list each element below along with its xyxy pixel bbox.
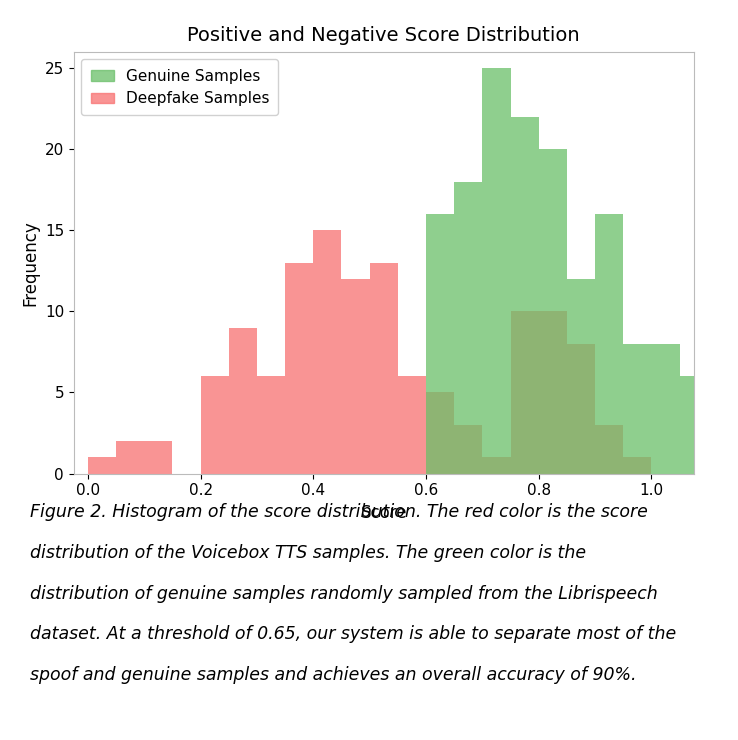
- Bar: [567, 344, 595, 474]
- Bar: [511, 117, 539, 474]
- Bar: [539, 312, 567, 474]
- Bar: [511, 312, 539, 474]
- Bar: [454, 181, 483, 474]
- Bar: [229, 328, 257, 474]
- Bar: [398, 376, 426, 474]
- Y-axis label: Frequency: Frequency: [21, 220, 39, 306]
- Bar: [539, 149, 567, 474]
- Legend: Genuine Samples, Deepfake Samples: Genuine Samples, Deepfake Samples: [81, 59, 278, 115]
- Text: spoof and genuine samples and achieves an overall accuracy of 90%.: spoof and genuine samples and achieves a…: [30, 666, 636, 684]
- Bar: [144, 441, 173, 474]
- Bar: [314, 230, 342, 474]
- Bar: [116, 441, 144, 474]
- Bar: [426, 214, 454, 474]
- Bar: [624, 344, 652, 474]
- Bar: [595, 214, 624, 474]
- Bar: [483, 457, 511, 474]
- Text: distribution of genuine samples randomly sampled from the Librispeech: distribution of genuine samples randomly…: [30, 585, 658, 602]
- Bar: [708, 328, 736, 474]
- Bar: [257, 376, 285, 474]
- Bar: [454, 425, 483, 474]
- Bar: [370, 263, 398, 474]
- X-axis label: Score: Score: [360, 504, 407, 522]
- Bar: [567, 279, 595, 474]
- Bar: [652, 344, 680, 474]
- Bar: [426, 392, 454, 474]
- Bar: [201, 376, 229, 474]
- Text: distribution of the Voicebox TTS samples. The green color is the: distribution of the Voicebox TTS samples…: [30, 544, 586, 562]
- Bar: [624, 457, 652, 474]
- Bar: [285, 263, 314, 474]
- Bar: [342, 279, 370, 474]
- Title: Positive and Negative Score Distribution: Positive and Negative Score Distribution: [187, 26, 580, 44]
- Bar: [680, 376, 708, 474]
- Bar: [483, 68, 511, 474]
- Bar: [88, 457, 116, 474]
- Bar: [595, 425, 624, 474]
- Text: Figure 2. Histogram of the score distribution. The red color is the score: Figure 2. Histogram of the score distrib…: [30, 503, 647, 521]
- Text: dataset. At a threshold of 0.65, our system is able to separate most of the: dataset. At a threshold of 0.65, our sys…: [30, 625, 676, 643]
- Bar: [736, 457, 738, 474]
